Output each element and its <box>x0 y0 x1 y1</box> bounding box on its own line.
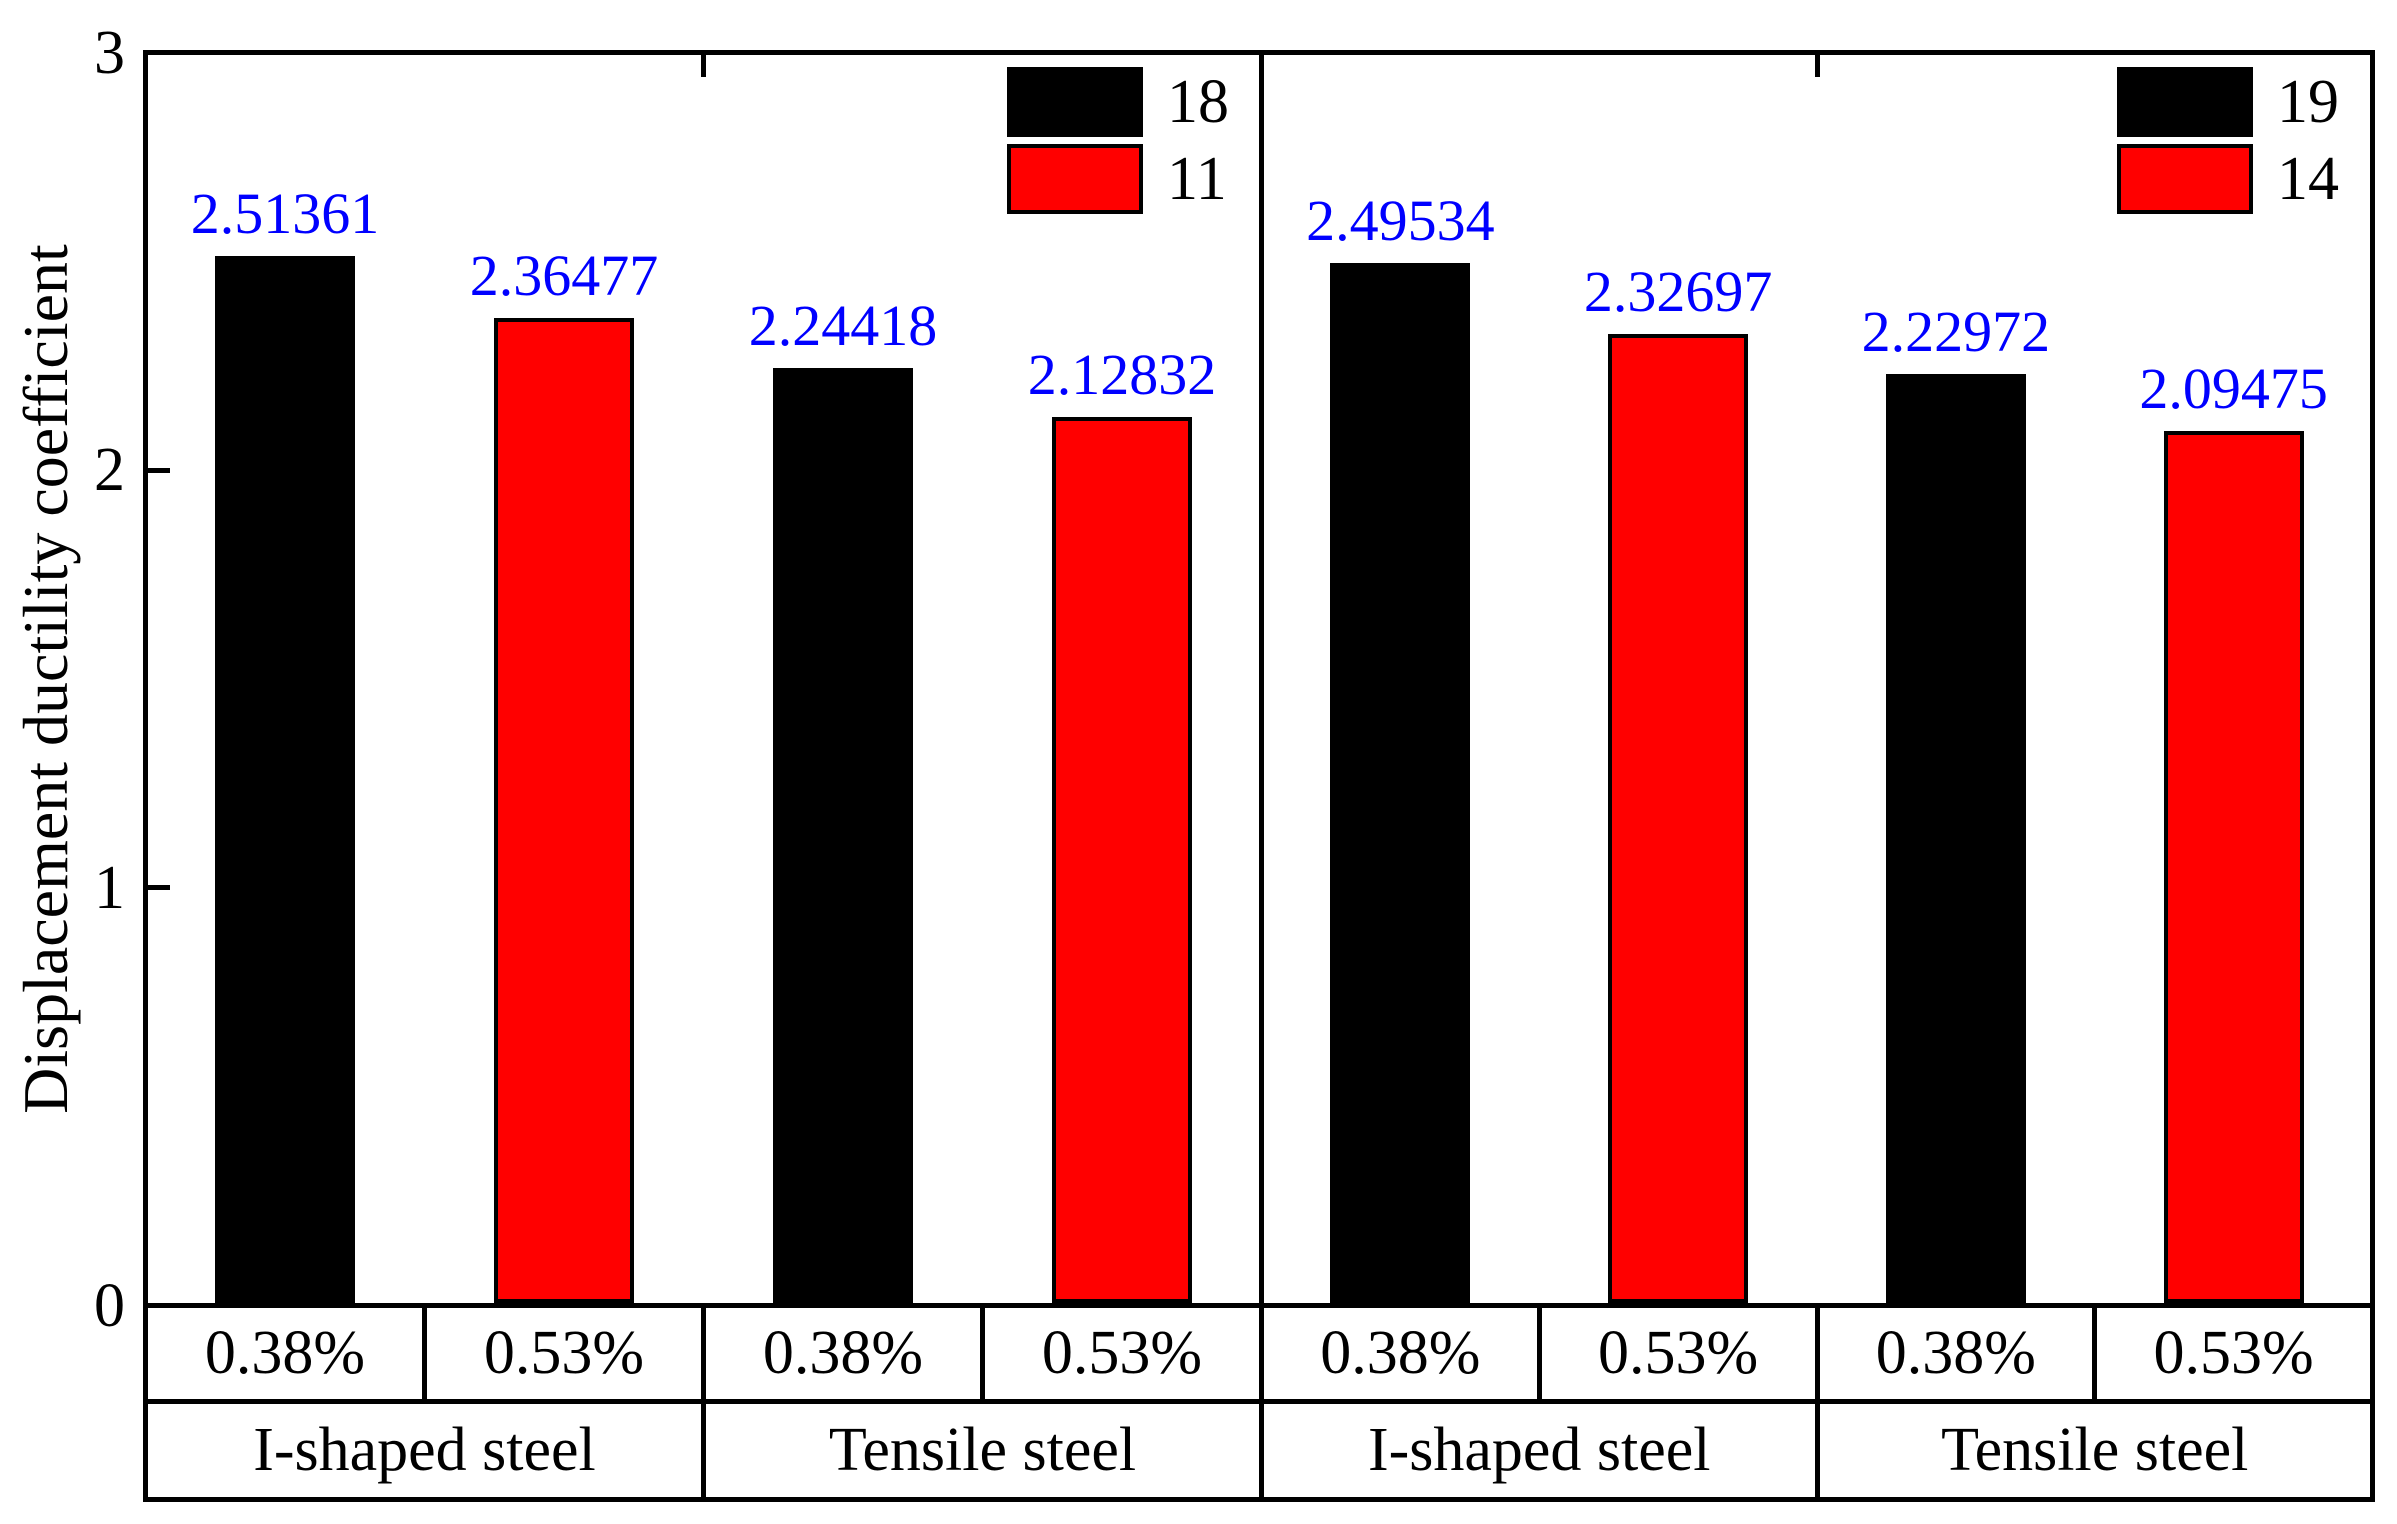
panel-divider-line <box>1259 55 1264 1303</box>
category-cell: 0.38% <box>762 1319 924 1387</box>
bar-18-0.38 <box>215 255 355 1303</box>
category-cell: 0.53% <box>2153 1319 2314 1387</box>
group-cell: Tensile steel <box>828 1416 1137 1484</box>
x-axis-top-tick <box>1814 55 1820 77</box>
y-axis-tick <box>148 885 170 891</box>
category-cell: 0.53% <box>1598 1319 1759 1387</box>
legend-label: 18 <box>1167 68 1229 136</box>
bar-19-0.38 <box>1330 263 1471 1303</box>
bar-value-label: 2.09475 <box>2139 355 2328 421</box>
y-axis-tick-label: 2 <box>94 436 125 505</box>
bar-11-0.53 <box>1052 416 1192 1303</box>
bar-value-label: 2.51361 <box>190 180 380 246</box>
legend-label: 14 <box>2277 145 2339 213</box>
bar-19-0.38 <box>1885 374 2026 1303</box>
bar-18-0.38 <box>773 368 913 1303</box>
category-cell: 0.38% <box>1875 1319 2036 1387</box>
bar-value-label: 2.12832 <box>1027 341 1217 407</box>
table-cell-divider <box>1536 1308 1542 1404</box>
category-cell: 0.53% <box>483 1319 645 1387</box>
bar-value-label: 2.36477 <box>469 242 659 308</box>
category-cell: 0.53% <box>1041 1319 1203 1387</box>
table-cell-divider <box>701 1308 706 1404</box>
bar-14-0.53 <box>1608 333 1749 1303</box>
bar-11-0.53 <box>494 317 634 1303</box>
legend-label: 19 <box>2277 68 2339 136</box>
table-group-divider <box>701 1404 706 1497</box>
legend-swatch-19 <box>2117 67 2253 137</box>
table-cell-divider <box>2092 1308 2098 1404</box>
table-right-edge <box>2370 1308 2375 1502</box>
table-cell-divider <box>980 1308 985 1404</box>
bar-value-label: 2.32697 <box>1583 258 1773 324</box>
category-cell: 0.38% <box>1320 1319 1481 1387</box>
legend-swatch-14 <box>2117 144 2253 214</box>
table-group-divider <box>1259 1404 1264 1497</box>
group-cell: Tensile steel <box>1941 1416 2249 1484</box>
x-axis-top-tick <box>701 55 706 77</box>
bar-value-label: 2.24418 <box>748 293 938 359</box>
legend-swatch-11 <box>1007 144 1143 214</box>
category-cell: 0.38% <box>204 1319 366 1387</box>
group-cell: I-shaped steel <box>1367 1416 1711 1484</box>
y-axis-tick-label: 3 <box>94 18 125 87</box>
y-axis-tick-label: 1 <box>94 853 125 922</box>
bar-value-label: 2.22972 <box>1861 299 2051 365</box>
table-cell-divider <box>1814 1308 1820 1404</box>
table-cell-divider <box>422 1308 427 1404</box>
bar-value-label: 2.49534 <box>1306 188 1495 254</box>
legend-swatch-18 <box>1007 67 1143 137</box>
y-axis-title: Displacement ductility coefficient <box>10 244 81 1114</box>
table-bottom-line <box>143 1497 2375 1502</box>
table-group-divider <box>1814 1404 1820 1497</box>
bar-14-0.53 <box>2163 430 2304 1303</box>
y-axis-tick-label: 0 <box>94 1271 125 1340</box>
y-axis-tick <box>148 467 170 473</box>
legend-label: 11 <box>1167 145 1227 213</box>
table-cell-divider <box>1259 1308 1264 1404</box>
table-left-edge <box>143 1308 148 1502</box>
group-cell: I-shaped steel <box>253 1416 596 1484</box>
